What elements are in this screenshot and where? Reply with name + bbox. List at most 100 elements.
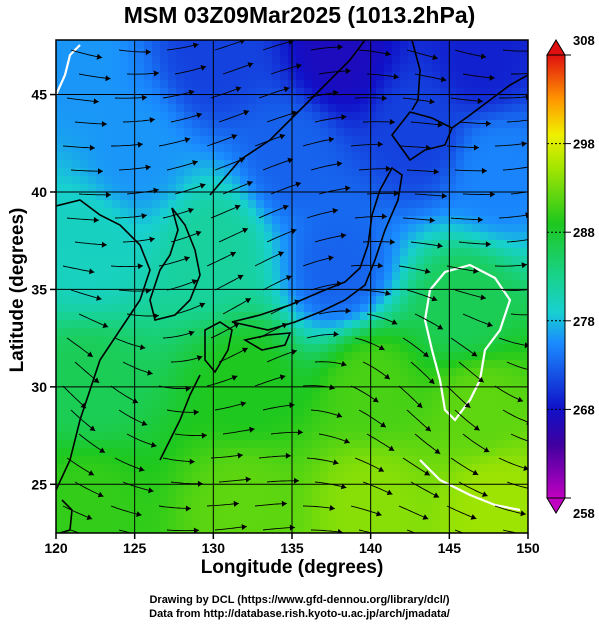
field-cell (272, 40, 281, 49)
field-cell (480, 368, 489, 377)
field-cell (320, 40, 329, 49)
field-cell (112, 280, 121, 289)
field-cell (336, 80, 345, 89)
streamline (506, 361, 528, 370)
field-cell (400, 344, 409, 353)
field-cell (488, 424, 497, 433)
field-cell (280, 432, 289, 441)
field-cell (104, 360, 113, 369)
field-cell (104, 496, 113, 505)
field-cell (408, 528, 417, 533)
field-cell (440, 216, 449, 225)
field-cell (360, 360, 369, 369)
streamline-arrow (239, 157, 245, 163)
field-cell (384, 496, 393, 505)
field-cell (104, 392, 113, 401)
field-cell (392, 224, 401, 233)
streamline-arrow (473, 425, 480, 431)
streamline-arrow (184, 137, 191, 143)
field-cell (376, 520, 385, 529)
field-cell (224, 464, 233, 473)
field-cell (304, 528, 313, 533)
streamline (162, 208, 194, 219)
field-cell (152, 424, 161, 433)
field-cell (456, 216, 465, 225)
field-cell (392, 360, 401, 369)
field-cell (216, 424, 225, 433)
field-cell (488, 40, 497, 49)
streamline-arrow (471, 351, 478, 357)
field-cell (136, 352, 145, 361)
field-cell (224, 448, 233, 457)
field-cell (312, 192, 321, 201)
field-cell (424, 312, 433, 321)
field-cell (264, 40, 273, 49)
field-cell (64, 48, 73, 57)
field-cell (456, 528, 465, 533)
field-cell (200, 80, 209, 89)
field-cell (208, 408, 217, 417)
field-cell (136, 520, 145, 529)
field-cell (64, 80, 73, 89)
field-cell (56, 488, 65, 497)
field-cell (256, 488, 265, 497)
field-cell (200, 296, 209, 305)
streamline (166, 160, 198, 171)
field-cell (424, 168, 433, 177)
field-cell (160, 488, 169, 497)
streamline (310, 282, 343, 291)
streamline-arrow (524, 342, 528, 349)
field-cell (384, 120, 393, 129)
field-cell (72, 512, 81, 521)
field-cell (408, 456, 417, 465)
field-cell (312, 40, 321, 49)
field-cell (336, 184, 345, 193)
field-cell (368, 248, 377, 257)
field-cell (248, 248, 257, 257)
field-cell (304, 512, 313, 521)
field-cell (520, 72, 528, 81)
streamline-arrow (345, 307, 351, 314)
field-cell (384, 528, 393, 533)
field-cell (408, 344, 417, 353)
field-cell (72, 56, 81, 65)
field-cell (184, 352, 193, 361)
field-cell (168, 272, 177, 281)
field-cell (296, 344, 305, 353)
field-cell (352, 456, 361, 465)
field-cell (504, 40, 513, 49)
field-cell (248, 256, 257, 265)
field-cell (176, 136, 185, 145)
field-cell (96, 272, 105, 281)
field-cell (416, 120, 425, 129)
field-cell (464, 440, 473, 449)
streamline (362, 361, 391, 380)
field-cell (304, 128, 313, 137)
field-cell (312, 56, 321, 65)
field-cell (216, 528, 225, 533)
field-cell (440, 512, 449, 521)
field-cell (416, 264, 425, 273)
field-cell (208, 224, 217, 233)
field-cell (464, 432, 473, 441)
field-cell (496, 176, 505, 185)
field-cell (72, 440, 81, 449)
field-cell (128, 392, 137, 401)
field-cell (496, 192, 505, 201)
x-axis-label: Longitude (degrees) (200, 557, 384, 578)
field-cell (144, 336, 153, 345)
field-cell (72, 88, 81, 97)
field-cell (312, 488, 321, 497)
field-cell (112, 80, 121, 89)
streamline-arrow (533, 116, 539, 122)
field-cell (192, 336, 201, 345)
streamline (126, 433, 157, 447)
field-cell (104, 528, 113, 533)
field-cell (192, 64, 201, 73)
field-cell (480, 312, 489, 321)
field-cell (456, 280, 465, 289)
field-cell (496, 488, 505, 497)
field-cell (384, 40, 393, 49)
streamline (458, 121, 492, 125)
field-cell (168, 280, 177, 289)
